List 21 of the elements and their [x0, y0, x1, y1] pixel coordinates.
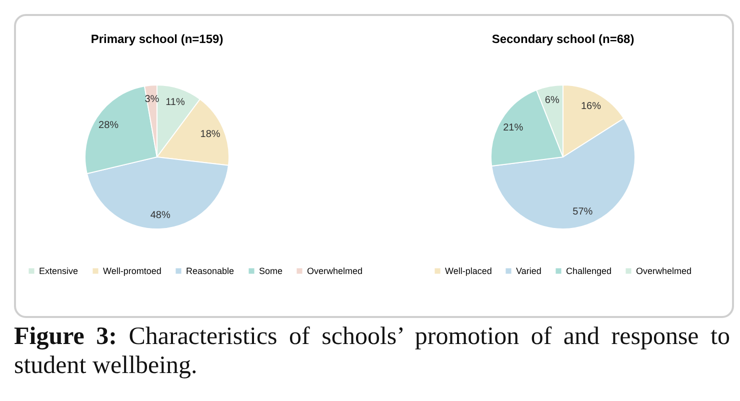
data-label: 11%	[166, 96, 185, 108]
data-label: 57%	[572, 206, 593, 218]
legend-label: Overwhelmed	[636, 266, 692, 276]
legend-label: Varied	[516, 266, 542, 276]
data-label: 28%	[98, 120, 119, 132]
legend-label: Challenged	[566, 266, 612, 276]
legend-label: Reasonable	[186, 266, 234, 276]
legend-label: Overwhelmed	[307, 266, 363, 276]
chart-title: Secondary school (n=68)	[492, 32, 634, 46]
caption: Figure 3: Characteristics of schools’ promotion of and response to student wellbeing.	[14, 322, 730, 380]
data-label: 16%	[580, 101, 602, 112]
legend-label: Some	[259, 266, 283, 276]
data-label: 6%	[544, 95, 560, 106]
legend-label: Well-promtoed	[103, 266, 162, 276]
legend-label: Well-placed	[445, 266, 492, 276]
data-label: 3%	[144, 94, 160, 106]
data-label: 21%	[503, 122, 524, 134]
legend-label: Extensive	[39, 266, 78, 276]
chart-title: Primary school (n=159)	[90, 32, 224, 46]
data-label: 48%	[150, 210, 170, 221]
data-label: 18%	[200, 129, 220, 140]
